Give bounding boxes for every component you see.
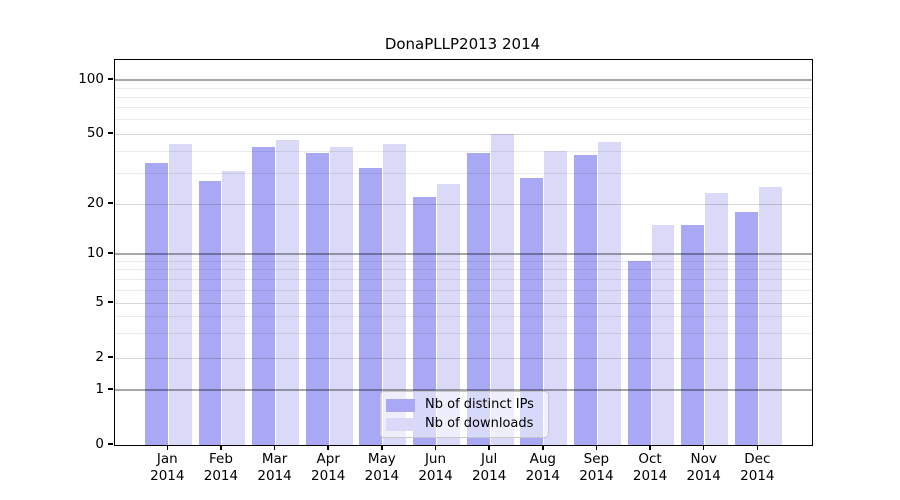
plot-area bbox=[114, 59, 813, 446]
legend-label-downloads: Nb of downloads bbox=[425, 416, 534, 431]
x-tick-label: Apr 2014 bbox=[311, 451, 346, 484]
gridline-minor-9 bbox=[115, 260, 812, 262]
x-tick-label: Jul 2014 bbox=[471, 451, 507, 484]
bar-distinct-ips-may bbox=[359, 168, 383, 445]
gridline-2 bbox=[115, 357, 812, 359]
bar-downloads-nov bbox=[705, 193, 729, 445]
bar-downloads-sep bbox=[597, 142, 621, 445]
bar-distinct-ips-dec bbox=[734, 211, 758, 445]
bar-distinct-ips-apr bbox=[305, 152, 329, 445]
x-tick-mark bbox=[327, 445, 329, 450]
bar-distinct-ips-nov bbox=[681, 224, 705, 445]
gridline-minor-3 bbox=[115, 333, 812, 335]
x-tick-mark bbox=[756, 445, 759, 450]
gridline-minor-6 bbox=[115, 289, 812, 291]
gridline-minor-8 bbox=[115, 269, 812, 271]
x-tick-label: Jan 2014 bbox=[150, 451, 185, 484]
y-tick-label: 1 bbox=[95, 380, 104, 397]
x-tick-mark bbox=[273, 445, 276, 450]
x-tick-label: Aug 2014 bbox=[525, 451, 560, 484]
bar-downloads-aug bbox=[544, 151, 568, 445]
bar-distinct-ips-jul bbox=[466, 152, 490, 445]
x-tick-mark bbox=[702, 445, 705, 450]
y-tick-label: 100 bbox=[78, 70, 104, 87]
x-tick-mark bbox=[649, 445, 651, 450]
bar-distinct-ips-mar bbox=[252, 147, 276, 445]
bar-distinct-ips-feb bbox=[198, 181, 222, 445]
bar-distinct-ips-sep bbox=[574, 154, 597, 445]
x-tick-mark bbox=[166, 445, 169, 450]
y-tick-label: 50 bbox=[86, 124, 104, 141]
x-tick-mark bbox=[542, 445, 544, 450]
legend-swatch-downloads bbox=[386, 417, 415, 431]
x-tick-label: Feb 2014 bbox=[203, 451, 239, 484]
y-tick-mark bbox=[108, 388, 113, 390]
y-tick-mark bbox=[108, 301, 113, 303]
bar-downloads-feb bbox=[222, 170, 246, 445]
bar-distinct-ips-jan bbox=[144, 163, 168, 445]
gridline-major-1 bbox=[115, 389, 812, 391]
x-tick-label: Dec 2014 bbox=[740, 451, 775, 484]
bar-downloads-may bbox=[383, 143, 407, 445]
x-tick-mark bbox=[488, 445, 490, 450]
gridline-minor-80 bbox=[115, 96, 812, 98]
bar-downloads-oct bbox=[651, 224, 675, 445]
x-tick-mark bbox=[595, 445, 598, 450]
legend-item-downloads: Nb of downloads bbox=[386, 416, 534, 432]
x-tick-mark bbox=[434, 445, 437, 450]
y-tick-mark bbox=[108, 78, 113, 80]
gridline-minor-30 bbox=[115, 172, 812, 174]
y-tick-mark bbox=[108, 443, 113, 445]
y-tick-label: 20 bbox=[86, 194, 104, 211]
y-tick-label: 5 bbox=[95, 293, 104, 310]
x-tick-label: Nov 2014 bbox=[686, 451, 721, 484]
legend-label-distinct-ips: Nb of distinct IPs bbox=[425, 397, 534, 412]
y-tick-label: 0 bbox=[95, 435, 104, 452]
y-tick-label: 2 bbox=[95, 348, 104, 365]
chart-title: DonaPLLP2013 2014 bbox=[384, 35, 541, 53]
x-tick-mark bbox=[381, 445, 383, 450]
bar-distinct-ips-oct bbox=[627, 261, 651, 445]
bar-downloads-jan bbox=[168, 143, 192, 445]
bar-distinct-ips-aug bbox=[520, 178, 544, 445]
y-tick-mark bbox=[108, 132, 113, 134]
x-tick-label: Oct 2014 bbox=[632, 451, 668, 484]
x-tick-mark bbox=[220, 445, 222, 450]
bar-downloads-jun bbox=[437, 183, 460, 445]
y-tick-mark bbox=[108, 252, 113, 254]
gridline-minor-60 bbox=[115, 119, 812, 121]
bar-downloads-mar bbox=[276, 140, 299, 445]
bar-downloads-apr bbox=[329, 147, 353, 445]
gridline-50 bbox=[115, 133, 812, 135]
y-tick-mark bbox=[108, 202, 113, 204]
x-tick-label: Jun 2014 bbox=[418, 451, 453, 484]
gridline-minor-4 bbox=[115, 315, 812, 317]
legend: Nb of distinct IPs Nb of downloads bbox=[380, 391, 549, 438]
gridline-5 bbox=[115, 302, 812, 304]
gridline-major-100 bbox=[115, 79, 812, 81]
legend-swatch-distinct-ips bbox=[386, 398, 415, 412]
x-tick-label: Sep 2014 bbox=[579, 451, 614, 484]
legend-item-distinct-ips: Nb of distinct IPs bbox=[386, 397, 534, 413]
gridline-major-10 bbox=[115, 253, 812, 255]
bar-downloads-jul bbox=[490, 134, 514, 445]
gridline-minor-70 bbox=[115, 107, 812, 109]
gridline-minor-90 bbox=[115, 87, 812, 89]
y-tick-label: 10 bbox=[86, 244, 104, 261]
gridline-20 bbox=[115, 203, 812, 205]
x-tick-label: Mar 2014 bbox=[257, 451, 292, 484]
gridline-minor-7 bbox=[115, 278, 812, 280]
bar-distinct-ips-jun bbox=[413, 196, 436, 445]
x-tick-label: May 2014 bbox=[364, 451, 400, 484]
y-tick-mark bbox=[108, 356, 113, 358]
gridline-minor-40 bbox=[115, 150, 812, 152]
